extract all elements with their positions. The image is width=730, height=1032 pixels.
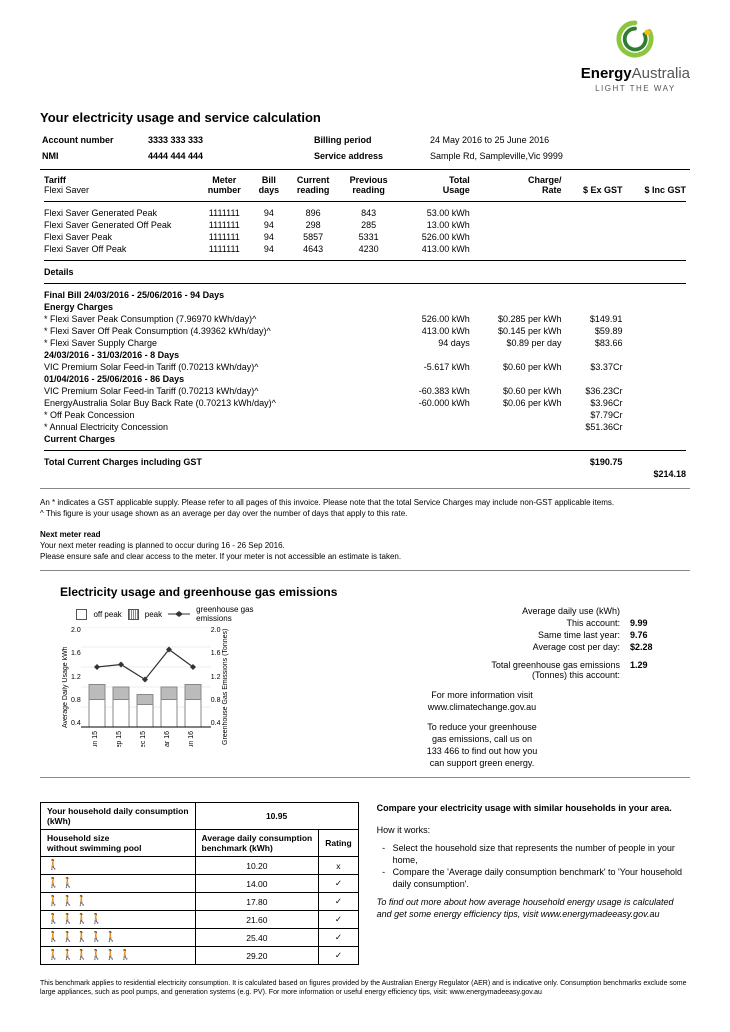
person-icon: 🚶: [47, 932, 59, 943]
benchmark-row: 🚶🚶🚶17.80✓: [41, 893, 359, 911]
brand-name-light: Australia: [632, 65, 690, 82]
meter-row: Flexi Saver Peak11111119458575331526.00 …: [40, 231, 690, 243]
benchmark-row: 🚶🚶🚶🚶21.60✓: [41, 911, 359, 929]
person-icon: 🚶: [61, 878, 73, 889]
person-icon: 🚶: [76, 914, 88, 925]
svg-text:Jun 16: Jun 16: [188, 731, 195, 747]
benchmark-row: 🚶🚶🚶🚶🚶🚶29.20✓: [41, 947, 359, 965]
gst-note: An * indicates a GST applicable supply. …: [40, 497, 690, 508]
svg-text:Mar 16: Mar 16: [164, 731, 171, 747]
benchmark-row: 🚶🚶14.00✓: [41, 875, 359, 893]
meter-row: Flexi Saver Off Peak11111119446434230413…: [40, 243, 690, 255]
charge-row: * Off Peak Concession$7.79Cr: [40, 409, 690, 421]
person-icon: 🚶: [61, 896, 73, 907]
compare-title: Compare your electricity usage with simi…: [377, 802, 690, 814]
footer-disclaimer: This benchmark applies to residential el…: [40, 979, 690, 997]
emissions-block: off peak peak greenhouse gas emissions A…: [40, 605, 690, 769]
svg-text:Dec 15: Dec 15: [140, 731, 147, 747]
person-icon: 🚶: [47, 914, 59, 925]
person-icon: 🚶: [47, 896, 59, 907]
person-icon: 🚶: [61, 914, 73, 925]
emissions-title: Electricity usage and greenhouse gas emi…: [40, 585, 690, 599]
person-icon: 🚶: [76, 932, 88, 943]
charge-row: EnergyAustralia Solar Buy Back Rate (0.7…: [40, 397, 690, 409]
brand-tagline: LIGHT THE WAY: [581, 84, 690, 93]
svg-text:Sep 15: Sep 15: [116, 731, 123, 747]
person-icon: 🚶: [61, 950, 73, 961]
person-icon: 🚶: [105, 950, 117, 961]
meter-row: Flexi Saver Generated Off Peak1111111942…: [40, 219, 690, 231]
charge-row: * Annual Electricity Concession$51.36Cr: [40, 421, 690, 433]
benchmark-row: 🚶🚶🚶🚶🚶25.40✓: [41, 929, 359, 947]
person-icon: 🚶: [47, 860, 59, 871]
brand-logo: EnergyAustralia LIGHT THE WAY: [581, 20, 690, 93]
person-icon: 🚶: [47, 878, 59, 889]
person-icon: 🚶: [105, 932, 117, 943]
tariff-table: TariffFlexi Saver MeternumberBilldaysCur…: [40, 174, 690, 480]
person-icon: 🚶: [61, 932, 73, 943]
charge-row: VIC Premium Solar Feed-in Tariff (0.7021…: [40, 361, 690, 373]
account-info: Account number 3333 333 333 Billing peri…: [40, 131, 579, 165]
charge-row: VIC Premium Solar Feed-in Tariff (0.7021…: [40, 385, 690, 397]
page-title: Your electricity usage and service calcu…: [40, 110, 690, 125]
meter-row: Flexi Saver Generated Peak11111119489684…: [40, 207, 690, 219]
benchmark-table: Your household daily consumption (kWh) 1…: [40, 802, 359, 965]
usage-chart: Jun 15 Sep 15 Dec 15 Mar 16 Jun 16: [81, 627, 211, 747]
charge-row: * Flexi Saver Peak Consumption (7.96970 …: [40, 313, 690, 325]
caret-note: ^ This figure is your usage shown as an …: [40, 508, 690, 519]
charge-row: * Flexi Saver Off Peak Consumption (4.39…: [40, 325, 690, 337]
brand-name-bold: Energy: [581, 65, 632, 82]
person-icon: 🚶: [90, 950, 102, 961]
next-meter-label: Next meter read: [40, 529, 690, 540]
person-icon: 🚶: [90, 914, 102, 925]
person-icon: 🚶: [90, 932, 102, 943]
logo-swirl-icon: [616, 20, 654, 58]
charge-row: * Flexi Saver Supply Charge94 days$0.89 …: [40, 337, 690, 349]
compare-block: Your household daily consumption (kWh) 1…: [40, 802, 690, 965]
svg-text:Jun 15: Jun 15: [92, 731, 99, 747]
person-icon: 🚶: [76, 950, 88, 961]
person-icon: 🚶: [76, 896, 88, 907]
person-icon: 🚶: [119, 950, 131, 961]
person-icon: 🚶: [47, 950, 59, 961]
stats-column: Average daily use (kWh) This account:9.9…: [294, 605, 670, 769]
benchmark-row: 🚶10.20x: [41, 857, 359, 875]
